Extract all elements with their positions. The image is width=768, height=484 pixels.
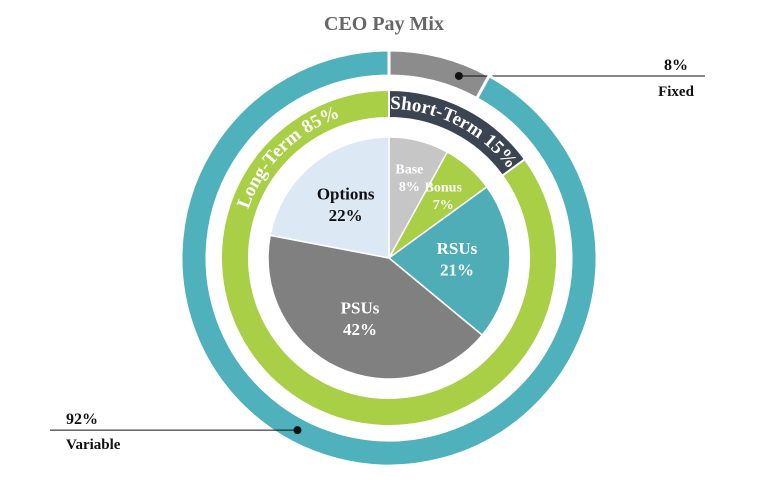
callout-value: 92%: [66, 411, 98, 428]
slice-label: Bonus: [425, 181, 463, 196]
chart-title: CEO Pay Mix: [324, 13, 444, 35]
pie-slice: [179, 48, 599, 468]
pie-slice: [220, 88, 558, 427]
pie-slice: [269, 136, 390, 259]
slice-label: Options: [317, 185, 375, 204]
pie-slice: [267, 234, 484, 380]
callout-label: Fixed: [658, 84, 694, 100]
slice-label: PSUs: [341, 299, 380, 318]
slice-value-label: 8%: [399, 180, 420, 195]
slice-value-label: 7%: [433, 198, 454, 213]
slice-value-label: 22%: [329, 206, 363, 225]
slice-value-label: 42%: [343, 320, 377, 339]
callout-label: Variable: [66, 437, 121, 453]
pie-slice: [387, 185, 511, 337]
slice-label: RSUs: [437, 239, 478, 258]
callout-value: 8%: [664, 57, 688, 74]
slice-value-label: 21%: [440, 260, 474, 279]
slice-label: Base: [395, 163, 423, 178]
